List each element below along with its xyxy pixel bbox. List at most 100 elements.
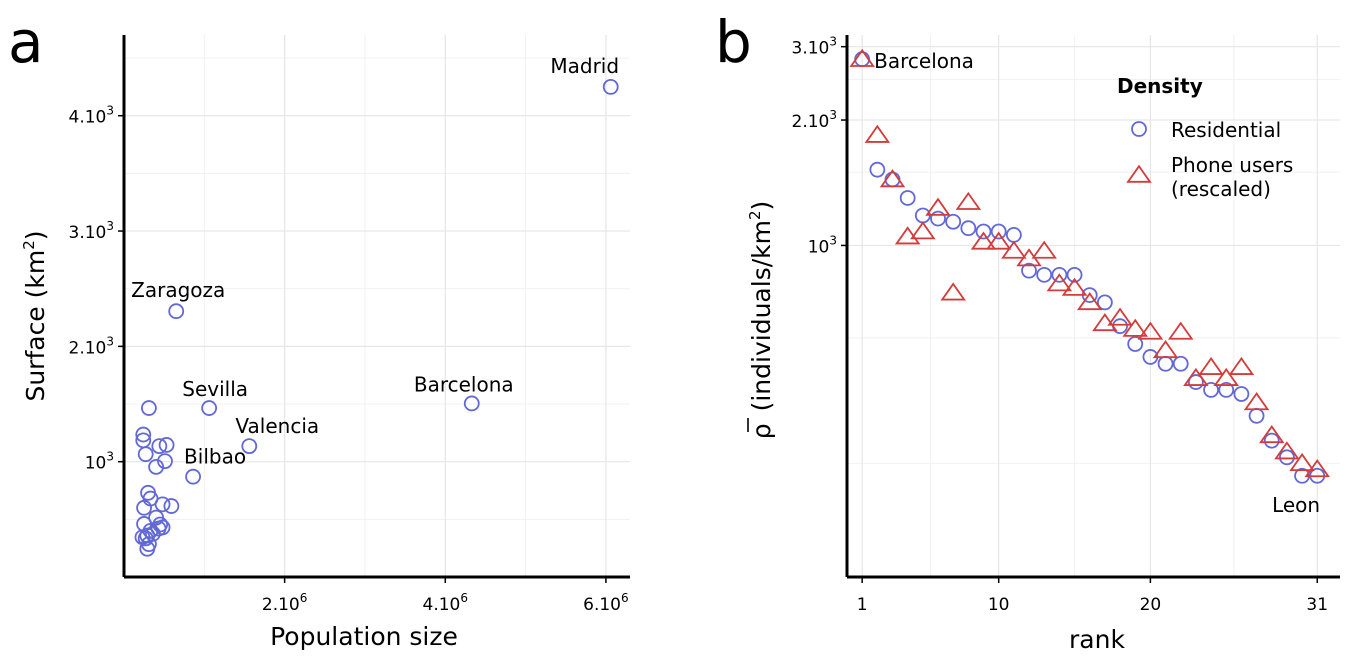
- panel-b: b Barcelona Leon 1 10 20 31 103 2.103 3.103 ran…: [715, 8, 1340, 654]
- residential-point: [899, 190, 916, 206]
- panel-a-label: a: [8, 8, 44, 76]
- phone-users-point: [985, 231, 1012, 250]
- phone-users-point: [1289, 452, 1315, 471]
- panel-b-label: b: [715, 8, 752, 76]
- residential-point: [1187, 374, 1204, 390]
- svg-text:ρ(individuals/km2): ρ (individuals/km2): [746, 201, 776, 440]
- panel-a-y-axis-label-end: ): [21, 230, 50, 240]
- phone-users-point: [879, 169, 906, 188]
- panel-b-ticks: 1 10 20 31 103 2.103 3.103: [792, 35, 1329, 615]
- point-madrid: [602, 78, 619, 95]
- city-label: Bilbao: [184, 445, 246, 469]
- residential-point: [1172, 355, 1189, 372]
- panel-b-y-axis-label-sup: 2: [746, 210, 764, 220]
- panel-b-y-axis-label-end: ): [747, 201, 776, 211]
- phone-users-point: [1213, 367, 1239, 386]
- residential-point: [960, 220, 977, 237]
- city-point: [135, 426, 152, 443]
- point-zaragoza: [168, 303, 185, 320]
- residential-point: [975, 223, 992, 240]
- residential-point: [990, 223, 1007, 240]
- panel-a-points: Madrid Barcelona Zaragoza Sevilla Valencia Bi…: [131, 54, 619, 557]
- phone-users-point: [1137, 321, 1164, 340]
- residential-point: [1096, 294, 1113, 311]
- point-bilbao: [185, 468, 201, 485]
- phone-users-point: [970, 231, 997, 250]
- residential-point: [1127, 336, 1144, 352]
- panel-b-y-axis-label: ρ (individuals/km2): [746, 201, 776, 440]
- phone-users-point: [849, 48, 875, 67]
- city-point: [150, 520, 167, 537]
- phone-users-point: [1198, 356, 1224, 375]
- panel-a: a Madrid Barcelona Zaragoza Sevilla Valencia…: [8, 8, 630, 651]
- residential-point: [1218, 382, 1235, 398]
- city-point: [140, 400, 157, 416]
- point-sevilla: [201, 400, 218, 416]
- residential-point: [930, 210, 946, 227]
- residential-point: [1036, 266, 1053, 283]
- panel-b-points: Barcelona Leon: [849, 48, 1330, 517]
- phone-users-point: [1001, 240, 1027, 259]
- residential-point: [1051, 266, 1068, 283]
- x-tick-label: 10: [988, 595, 1010, 615]
- y-tick-label: 3.103: [69, 219, 115, 243]
- phone-users-point: [1076, 292, 1103, 311]
- panel-a-y-axis-label-sup: 2: [20, 240, 38, 250]
- x-tick-label: 20: [1140, 595, 1162, 615]
- panel-b-y-axis-label-symbol: ρ: [747, 423, 776, 439]
- phone-users-point: [1304, 459, 1330, 478]
- residential-point: [1021, 262, 1037, 279]
- city-label: Madrid: [550, 54, 619, 78]
- x-tick-label: 31: [1306, 595, 1328, 615]
- residential-point: [1203, 382, 1219, 398]
- city-label: Sevilla: [182, 377, 248, 401]
- annotation-leon: Leon: [1272, 493, 1320, 517]
- legend-entries: Residential Phone users (rescaled): [1126, 118, 1293, 201]
- x-tick-label: 6.106: [583, 591, 629, 615]
- phone-users-point: [955, 191, 982, 210]
- phone-users-point: [1152, 339, 1179, 359]
- city-label: Zaragoza: [131, 278, 225, 302]
- city-point: [139, 540, 156, 557]
- annotation-barcelona: Barcelona: [874, 49, 974, 73]
- residential-point: [884, 171, 901, 188]
- legend-residential-label: Residential: [1171, 118, 1281, 142]
- residential-point: [945, 213, 962, 230]
- point-valencia: [241, 438, 258, 455]
- legend-title: Density: [1117, 74, 1203, 98]
- legend-phone-users-marker: [1126, 164, 1152, 183]
- city-point: [136, 499, 152, 516]
- y-tick-label: 103: [85, 450, 114, 474]
- phone-users-point: [925, 197, 951, 216]
- city-point: [157, 453, 173, 470]
- panel-b-axes: [845, 35, 1340, 579]
- point-barcelona: [463, 395, 480, 412]
- residential-point: [869, 161, 886, 178]
- panel-b-y-axis-label-main: (individuals/km: [747, 220, 776, 411]
- phone-users-point: [1183, 367, 1209, 386]
- residential-point: [1263, 432, 1280, 449]
- phone-users-point: [1046, 273, 1073, 292]
- y-tick-label: 2.103: [69, 334, 115, 358]
- residential-point: [1279, 449, 1295, 466]
- panel-b-x-axis-label: rank: [1069, 625, 1125, 654]
- phone-users-point: [1228, 356, 1255, 375]
- phone-users-point: [1122, 318, 1148, 337]
- panel-a-y-axis-label: Surface (km2): [20, 230, 50, 401]
- city-point: [148, 458, 165, 475]
- panel-a-axes: [122, 35, 630, 579]
- residential-point: [1157, 355, 1174, 372]
- phone-users-point: [1061, 277, 1088, 296]
- panel-a-grid: [124, 35, 630, 577]
- residential-point: [1233, 386, 1250, 402]
- panel-b-grid: [847, 35, 1340, 577]
- phone-users-point: [1243, 392, 1270, 411]
- phone-users-point: [1107, 307, 1133, 326]
- residential-point: [1248, 407, 1265, 424]
- panel-b-legend: Density Residential Phone users (rescaled): [1117, 74, 1293, 201]
- city-point: [163, 498, 180, 514]
- legend-residential-marker: [1131, 121, 1147, 137]
- y-tick-label: 3.103: [792, 35, 838, 59]
- phone-users-point: [1259, 425, 1285, 444]
